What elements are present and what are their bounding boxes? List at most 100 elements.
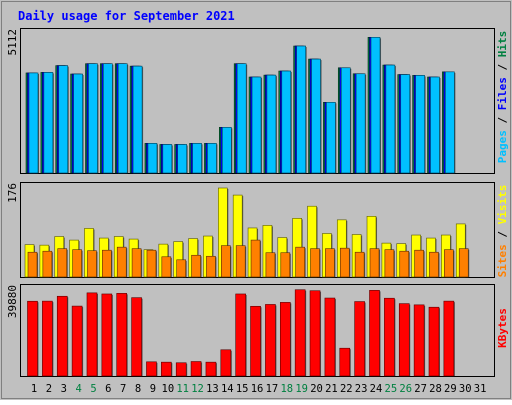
bar-pages-day-26	[400, 74, 411, 174]
bar-pages-day-23	[355, 73, 366, 174]
bar-pages-day-21	[326, 102, 336, 174]
bar-kbytes-day-3	[56, 295, 68, 377]
x-tick-label-day-21: 21	[325, 383, 338, 395]
bar-kbytes-day-17	[265, 304, 276, 377]
bar-sites-day-24	[369, 248, 380, 278]
bar-kbytes-day-4	[71, 305, 83, 377]
bar-sites-day-30	[458, 248, 469, 278]
bar-kbytes-day-1	[27, 300, 38, 377]
bar-sites-day-8	[131, 248, 142, 278]
bar-kbytes-day-13	[205, 361, 217, 377]
x-tick-label-day-8: 8	[135, 383, 141, 395]
bar-pages-day-13	[207, 143, 217, 174]
bar-pages-day-8	[132, 65, 143, 174]
bar-kbytes-day-21	[324, 297, 336, 377]
x-tick-label-day-23: 23	[355, 383, 368, 395]
bar-pages-day-16	[251, 76, 262, 174]
panel-max-label: 39880	[6, 285, 19, 318]
bar-kbytes-day-16	[250, 305, 261, 377]
x-tick-label-day-12: 12	[191, 383, 204, 395]
bar-sites-day-14	[221, 245, 231, 278]
bar-pages-day-11	[177, 144, 187, 174]
bar-sites-day-15	[235, 245, 246, 278]
bar-sites-day-12	[191, 254, 201, 278]
bar-sites-day-13	[206, 255, 216, 278]
bar-pages-day-12	[192, 143, 202, 174]
bar-kbytes-day-23	[354, 301, 365, 377]
axis-label-separator: /	[496, 110, 509, 130]
bar-sites-day-25	[384, 249, 395, 278]
bar-kbytes-day-25	[384, 297, 395, 377]
x-tick-label-day-15: 15	[236, 383, 249, 395]
bar-kbytes-day-19	[294, 289, 306, 377]
x-tick-label-day-24: 24	[370, 383, 383, 395]
bar-pages-day-1	[28, 72, 39, 174]
bar-pages-day-20	[311, 58, 321, 174]
x-tick-label-day-13: 13	[206, 383, 219, 395]
axis-label-kbytes: KBytes	[496, 308, 509, 348]
bar-pages-day-27	[415, 75, 425, 174]
bar-pages-day-18	[281, 70, 292, 174]
x-tick-label-day-22: 22	[340, 383, 353, 395]
bar-sites-day-18	[280, 252, 291, 278]
bar-pages-day-15	[236, 63, 247, 174]
bar-kbytes-day-12	[190, 361, 202, 377]
bar-pages-day-9	[147, 143, 158, 174]
bar-sites-day-16	[250, 239, 261, 278]
bar-sites-day-21	[325, 248, 335, 278]
x-tick-label-day-30: 30	[459, 383, 472, 395]
bar-sites-day-5	[87, 250, 97, 278]
panel-max-label: 5112	[6, 29, 19, 56]
axis-label-pages: Pages	[496, 130, 509, 163]
x-tick-label-day-9: 9	[150, 383, 156, 395]
bar-kbytes-day-11	[175, 362, 187, 377]
bar-pages-day-2	[43, 72, 54, 174]
x-tick-label-day-28: 28	[429, 383, 442, 395]
bar-pages-day-3	[58, 65, 69, 174]
panel-2: 176 Sites / Visits	[6, 182, 509, 278]
bar-sites-day-9	[146, 249, 157, 278]
bar-sites-day-4	[72, 249, 82, 278]
bar-sites-day-29	[444, 249, 454, 278]
x-tick-label-day-20: 20	[310, 383, 323, 395]
bar-kbytes-day-26	[398, 303, 410, 377]
x-tick-label-day-14: 14	[221, 383, 234, 395]
panel-axis-label: KBytes	[496, 308, 509, 348]
bar-sites-day-1	[27, 251, 38, 278]
chart-title: Daily usage for September 2021	[18, 9, 235, 23]
bar-pages-day-19	[296, 45, 306, 174]
bar-sites-day-2	[42, 250, 53, 278]
axis-label-files: Files	[496, 77, 509, 110]
bar-kbytes-day-28	[428, 306, 440, 377]
x-tick-label-day-7: 7	[120, 383, 126, 395]
chart-outer-border	[1, 1, 511, 399]
x-tick-label-day-19: 19	[295, 383, 308, 395]
bar-kbytes-day-7	[116, 293, 128, 377]
bar-pages-day-25	[385, 64, 396, 174]
bar-sites-day-11	[176, 259, 186, 278]
bar-kbytes-day-29	[443, 300, 455, 377]
x-tick-label-day-18: 18	[280, 383, 293, 395]
bar-pages-day-7	[117, 63, 128, 174]
bar-kbytes-day-5	[86, 292, 98, 377]
panel-axis-label: Sites / Visits	[496, 185, 509, 278]
bar-pages-day-29	[445, 71, 455, 174]
axis-label-separator: /	[496, 57, 509, 77]
bar-pages-day-4	[73, 73, 83, 174]
bar-sites-day-7	[116, 246, 127, 278]
x-tick-label-day-5: 5	[90, 383, 96, 395]
bar-pages-day-5	[88, 63, 98, 174]
axis-label-sites: Sites	[496, 244, 509, 277]
x-axis: 1 2 3 4 5 6 7 8 9 10 11 12 13 14 15 16 17 18 19 20 21 22 23 24 2…	[31, 383, 487, 395]
x-tick-label-day-3: 3	[61, 383, 67, 395]
bar-kbytes-day-2	[42, 300, 53, 377]
bar-kbytes-day-18	[279, 302, 291, 377]
bar-kbytes-day-14	[220, 349, 232, 377]
x-tick-label-day-25: 25	[385, 383, 398, 395]
bar-pages-day-6	[103, 63, 113, 174]
chart-panels: 5112 Pages / Files / Hits 176 Sites / Visit…	[6, 28, 509, 377]
bar-kbytes-day-15	[235, 293, 246, 377]
bar-pages-day-17	[266, 74, 277, 174]
